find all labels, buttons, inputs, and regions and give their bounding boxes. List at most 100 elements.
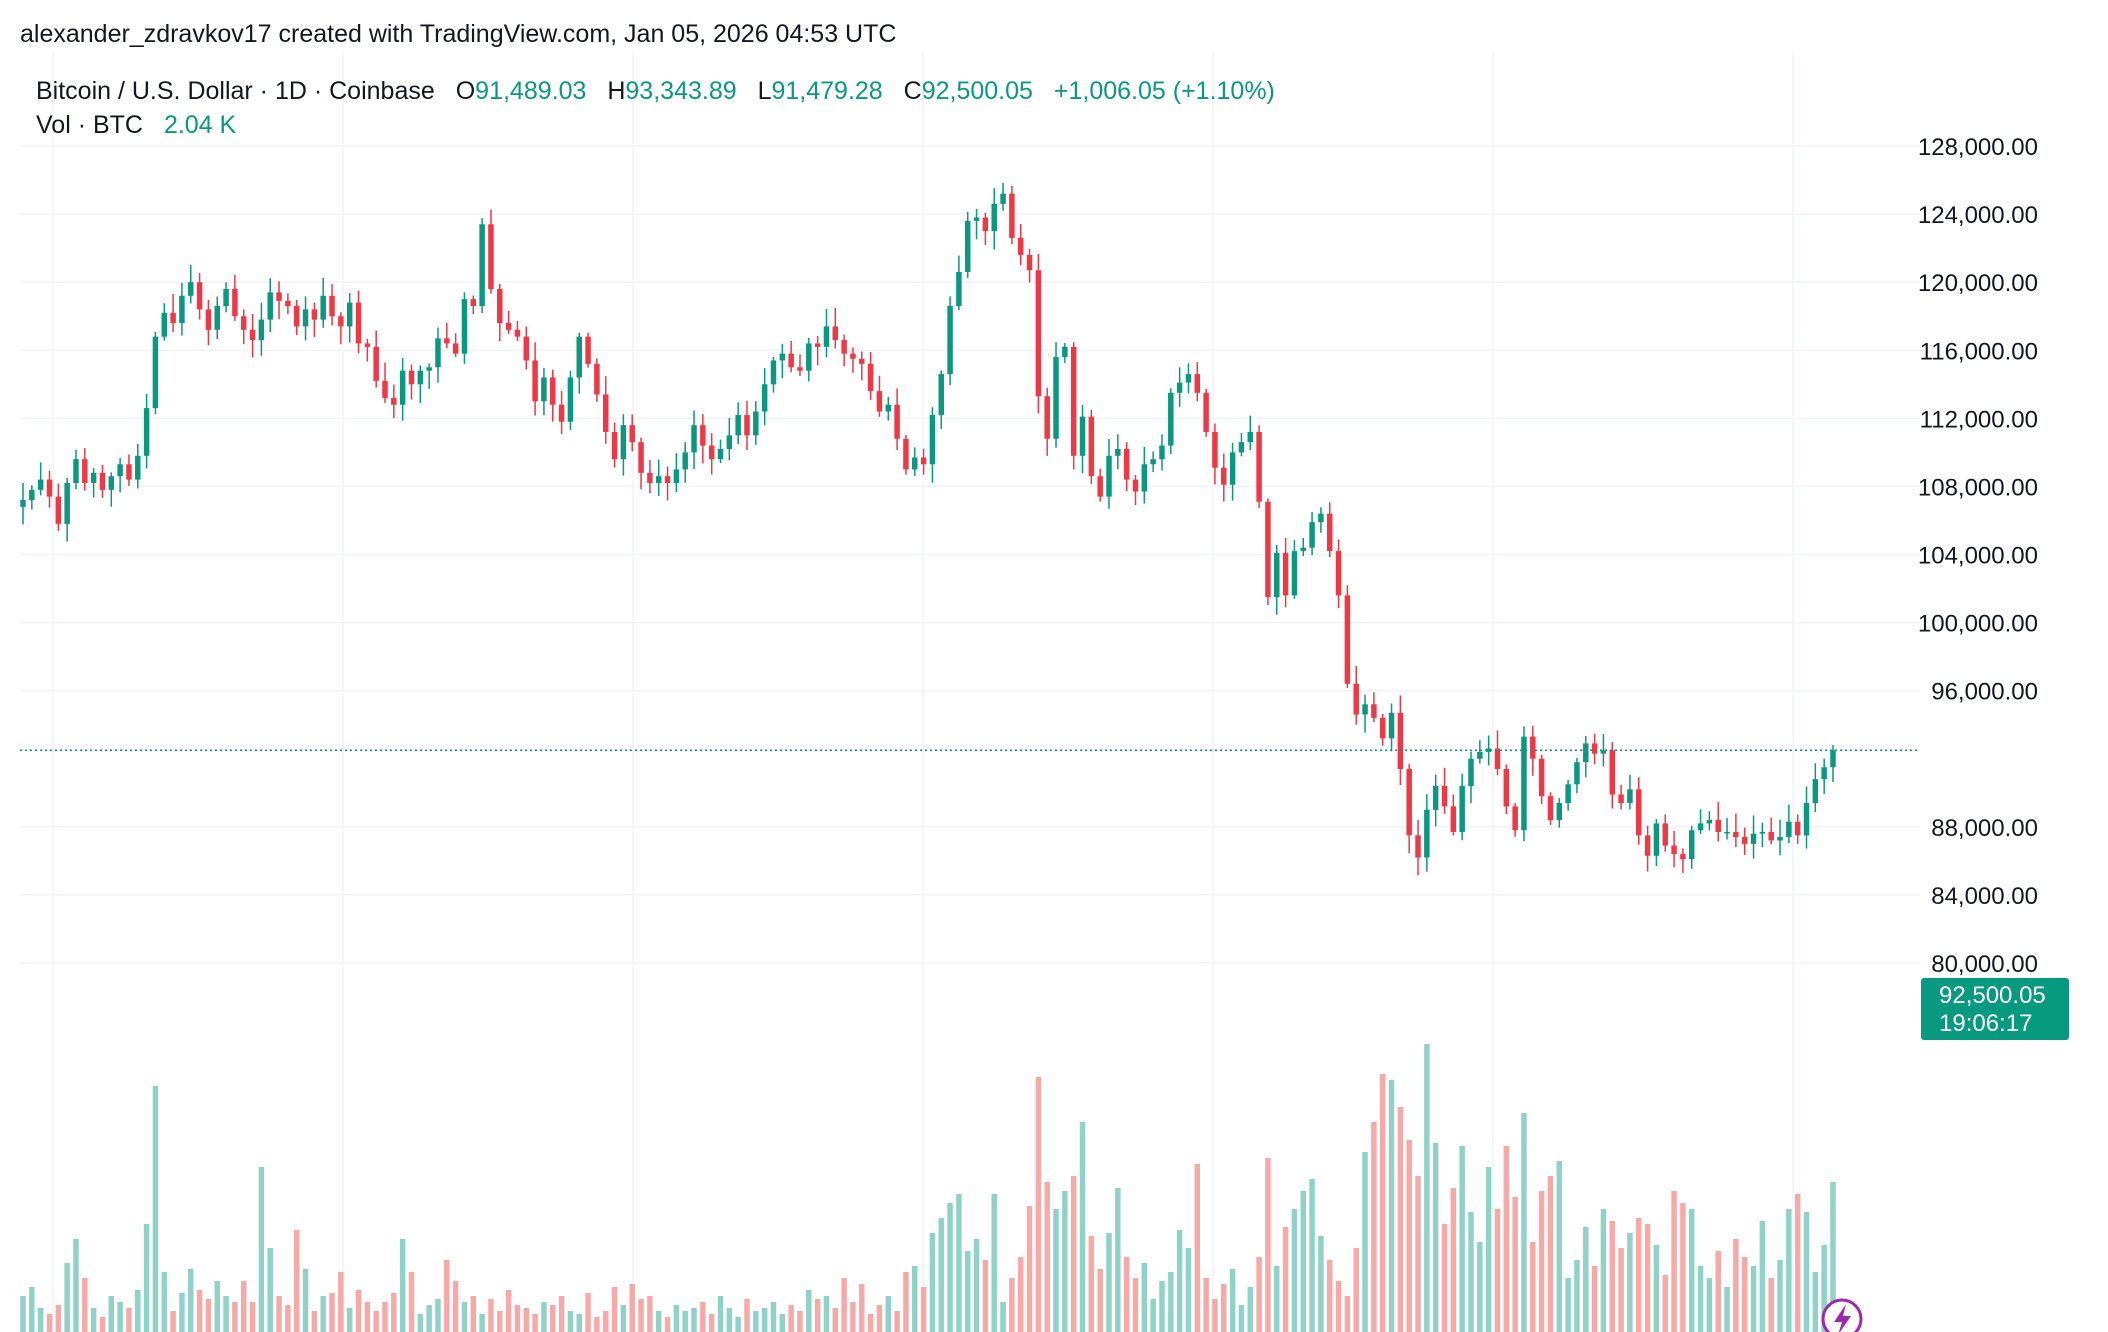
y-tick-label: 84,000.00 xyxy=(1931,883,2038,910)
volume-bar xyxy=(152,1086,159,1332)
candle xyxy=(523,326,530,370)
candle xyxy=(655,459,662,497)
volume-bar xyxy=(346,1308,353,1332)
volume-bar xyxy=(550,1305,556,1332)
candle xyxy=(912,447,918,476)
candle xyxy=(1688,826,1695,869)
candle-body xyxy=(726,435,733,449)
candle-body xyxy=(73,459,79,484)
candle xyxy=(1291,540,1298,599)
candle-body xyxy=(373,346,379,381)
candle-body xyxy=(488,224,494,289)
candle-body xyxy=(1185,374,1192,383)
candle xyxy=(1450,794,1457,836)
candle-body xyxy=(1247,431,1254,443)
candle xyxy=(1318,507,1324,533)
candle xyxy=(1830,744,1836,783)
volume-bar xyxy=(1035,1077,1042,1332)
volume-bar xyxy=(1070,1176,1077,1332)
candle-body xyxy=(1671,845,1677,855)
candle-body xyxy=(700,425,706,446)
candle xyxy=(629,414,635,452)
volume-bar xyxy=(170,1311,176,1332)
candle-body xyxy=(1415,835,1421,858)
volume-bar xyxy=(867,1314,874,1332)
candle-body xyxy=(735,414,741,436)
candle-body xyxy=(1424,809,1430,858)
candle-body xyxy=(135,455,141,480)
volume-bar xyxy=(249,1302,256,1332)
candle xyxy=(1300,537,1306,557)
candle-body xyxy=(1123,448,1130,480)
volume-bar xyxy=(1309,1179,1315,1332)
candle-body xyxy=(267,292,273,320)
volume-bar xyxy=(1388,1080,1395,1332)
volume-bar xyxy=(514,1305,521,1332)
candle-body xyxy=(1000,193,1006,204)
candle-body xyxy=(585,336,591,364)
candle xyxy=(550,369,556,422)
candle xyxy=(497,283,503,341)
candle-body xyxy=(1724,831,1730,834)
candle-body xyxy=(859,358,865,364)
y-tick-label: 120,000.00 xyxy=(1918,270,2038,297)
candle xyxy=(1503,764,1510,815)
candlestick-chart[interactable]: 128,000.00 124,000.00 120,000.00 116,000.00… xyxy=(20,54,2088,1332)
volume-bar xyxy=(841,1278,847,1332)
candle-body xyxy=(417,370,424,385)
candle xyxy=(1256,425,1262,509)
candle-body xyxy=(188,282,194,296)
volume-bar xyxy=(1132,1278,1139,1332)
candle xyxy=(1274,544,1280,615)
candle-body xyxy=(170,312,176,324)
candle xyxy=(1697,809,1704,834)
candle xyxy=(20,483,26,525)
candle-body xyxy=(1265,501,1271,598)
last-price-value: 92,500.05 xyxy=(1939,982,2046,1009)
volume-bar xyxy=(1212,1299,1218,1332)
candle xyxy=(1326,502,1333,558)
y-tick-label: 112,000.00 xyxy=(1920,406,2038,433)
candle-body xyxy=(1697,823,1704,831)
candle-body xyxy=(1229,452,1236,485)
volume-label[interactable]: Vol · BTC xyxy=(36,111,143,139)
candle xyxy=(452,333,459,358)
volume-bar xyxy=(1786,1209,1792,1332)
candle-body xyxy=(1115,448,1121,456)
chart-area[interactable]: 128,000.00 124,000.00 120,000.00 116,000.00… xyxy=(20,54,2088,1332)
volume-bar xyxy=(691,1308,697,1332)
volume-bar xyxy=(1530,1242,1536,1332)
candle xyxy=(1494,730,1501,776)
candle xyxy=(426,363,432,389)
volume-bar xyxy=(1715,1251,1721,1332)
candle-body xyxy=(1282,552,1289,596)
candle xyxy=(1009,185,1015,245)
volume-bar xyxy=(761,1308,768,1332)
candle-body xyxy=(364,343,371,347)
candle xyxy=(1733,813,1739,848)
candle xyxy=(399,357,406,421)
candle-body xyxy=(788,353,794,368)
candle xyxy=(1070,342,1077,470)
volume-bar xyxy=(1185,1248,1192,1332)
volume-bar xyxy=(214,1281,220,1332)
symbol-label[interactable]: Bitcoin / U.S. Dollar · 1D · Coinbase xyxy=(36,77,435,105)
candle-body xyxy=(1141,464,1148,492)
candle xyxy=(1088,409,1095,485)
volume-bar xyxy=(82,1278,88,1332)
candle-body xyxy=(1203,392,1209,432)
candle-body xyxy=(108,476,115,490)
tradingview-bolt-icon[interactable] xyxy=(1821,1298,1863,1332)
candle-body xyxy=(1733,831,1739,838)
candle-body xyxy=(20,500,26,507)
candle xyxy=(920,448,927,475)
bar-countdown: 19:06:17 xyxy=(1939,1010,2033,1037)
volume-bar xyxy=(1291,1209,1298,1332)
volume-bar xyxy=(1300,1191,1306,1332)
candle-body xyxy=(461,299,468,354)
candle xyxy=(514,321,521,341)
candle xyxy=(373,330,379,388)
candle-body xyxy=(602,394,609,432)
candle xyxy=(611,422,618,468)
candle xyxy=(1379,713,1386,746)
